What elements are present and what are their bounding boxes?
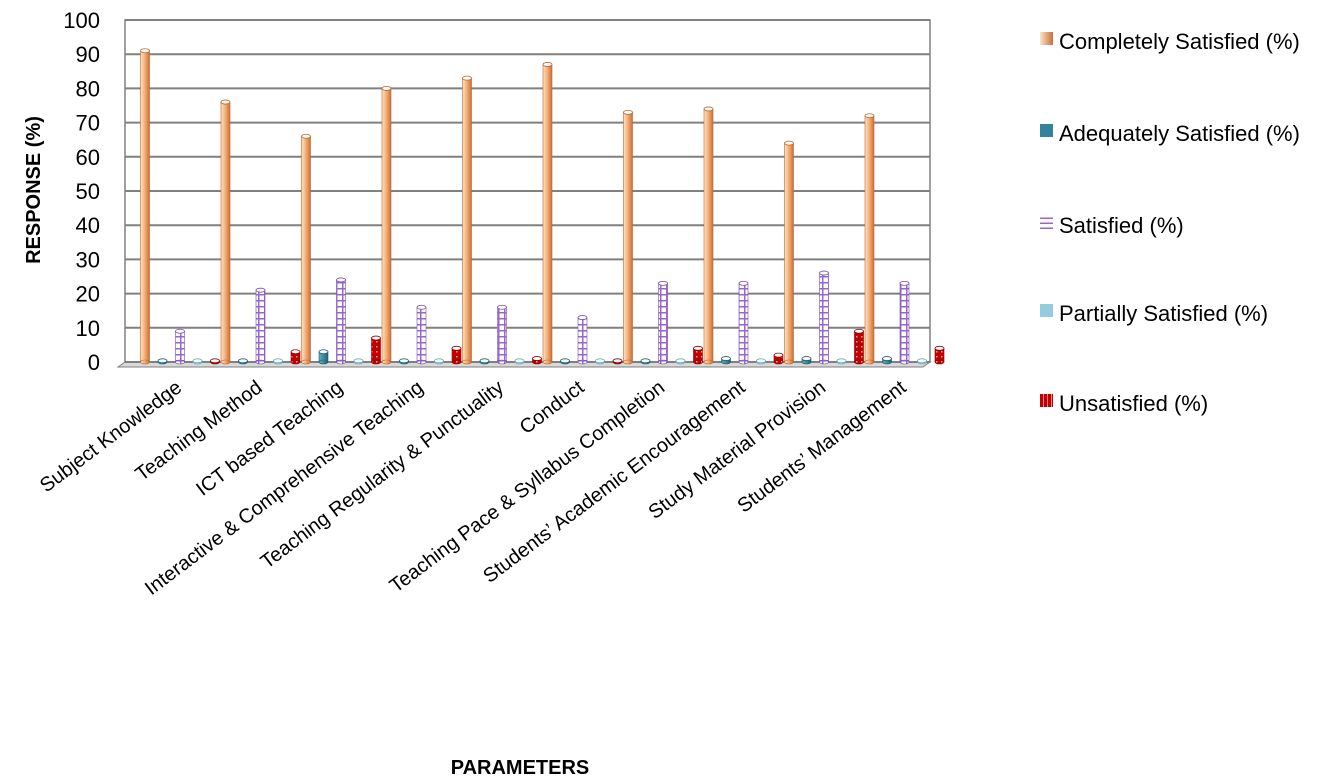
legend-swatch: [1040, 32, 1053, 45]
bar: [854, 328, 864, 365]
y-tick-label: 10: [76, 316, 100, 341]
bar: [577, 315, 588, 365]
bar: [371, 335, 381, 365]
bar: [318, 349, 329, 365]
y-tick-label: 0: [88, 350, 100, 375]
y-tick-label: 90: [76, 42, 100, 67]
bar: [497, 304, 507, 365]
bar: [784, 140, 794, 365]
legend-item: Completely Satisfied (%): [1040, 26, 1321, 58]
legend-item: Partially Satisfied (%): [1040, 298, 1321, 330]
legend-item: Satisfied (%): [1040, 210, 1321, 242]
bar: [693, 345, 703, 365]
x-tick-label: Subject Knowledge: [36, 376, 186, 497]
bar: [434, 358, 444, 365]
bar: [934, 345, 945, 365]
legend-swatch: [1040, 124, 1053, 137]
bar: [532, 356, 542, 365]
bar: [721, 356, 731, 365]
bar: [399, 358, 409, 365]
bar: [560, 358, 570, 365]
bar: [514, 358, 525, 365]
x-tick-label: ICT based Teaching: [192, 376, 347, 500]
bar: [819, 270, 829, 365]
x-tick-label: Teaching Pace & Syllabus Completion: [386, 376, 669, 597]
legend-item: Unsatisfied (%): [1040, 388, 1321, 420]
bar: [301, 133, 311, 365]
bar: [175, 328, 185, 365]
legend-label: Unsatisfied (%): [1059, 391, 1209, 416]
bar: [140, 48, 150, 365]
bar: [738, 280, 749, 365]
bar: [353, 358, 364, 365]
bar: [255, 287, 266, 365]
bar: [773, 352, 784, 365]
bar: [917, 358, 927, 365]
bar: [381, 86, 392, 365]
y-tick-label: 20: [76, 282, 100, 307]
y-tick-label: 70: [76, 111, 100, 136]
bar: [157, 358, 168, 365]
bar: [703, 106, 714, 365]
legend-label: Adequately Satisfied (%): [1059, 121, 1300, 146]
bar: [290, 349, 301, 365]
y-tick-label: 30: [76, 247, 100, 272]
x-tick-label: Interactive & Comprehensive Teaching: [141, 376, 427, 599]
bar: [416, 304, 427, 365]
y-axis-title: RESPONSE (%): [23, 116, 45, 264]
y-tick-label: 100: [63, 8, 100, 33]
bar: [836, 358, 847, 365]
y-tick-label: 40: [76, 213, 100, 238]
legend-swatch: [1040, 216, 1053, 229]
bar: [623, 109, 633, 365]
bar: [273, 358, 283, 365]
bar: [756, 358, 766, 365]
y-tick-label: 80: [76, 76, 100, 101]
bar: [595, 358, 605, 365]
legend-label: Completely Satisfied (%): [1059, 29, 1300, 54]
bar: [658, 280, 668, 365]
bar: [899, 280, 910, 365]
bar: [336, 277, 346, 365]
bar: [864, 113, 875, 365]
bar: [192, 358, 203, 365]
legend-label: Satisfied (%): [1059, 213, 1184, 238]
legend-item: Adequately Satisfied (%): [1040, 118, 1321, 150]
bar: [542, 62, 553, 365]
plot-area: [116, 19, 932, 368]
legend-swatch: [1040, 394, 1053, 407]
x-tick-label: Conduct: [516, 376, 589, 439]
x-axis-title: PARAMETERS: [451, 757, 590, 779]
y-axis: 0 10 20 30 40 50 60 70 80 90 100: [63, 8, 100, 375]
bar: [210, 358, 220, 365]
y-tick-label: 60: [76, 145, 100, 170]
bars: [140, 48, 945, 365]
legend-label: Partially Satisfied (%): [1059, 301, 1269, 326]
bar: [675, 358, 686, 365]
bar: [801, 356, 812, 365]
bar: [220, 99, 231, 365]
bar: [612, 358, 623, 365]
bar: [640, 358, 651, 365]
bar: [462, 75, 472, 365]
bar: [451, 345, 462, 365]
legend-swatch: [1040, 304, 1053, 317]
bar: [238, 358, 248, 365]
y-tick-label: 50: [76, 179, 100, 204]
bar: [479, 358, 490, 365]
bar: [882, 356, 892, 365]
